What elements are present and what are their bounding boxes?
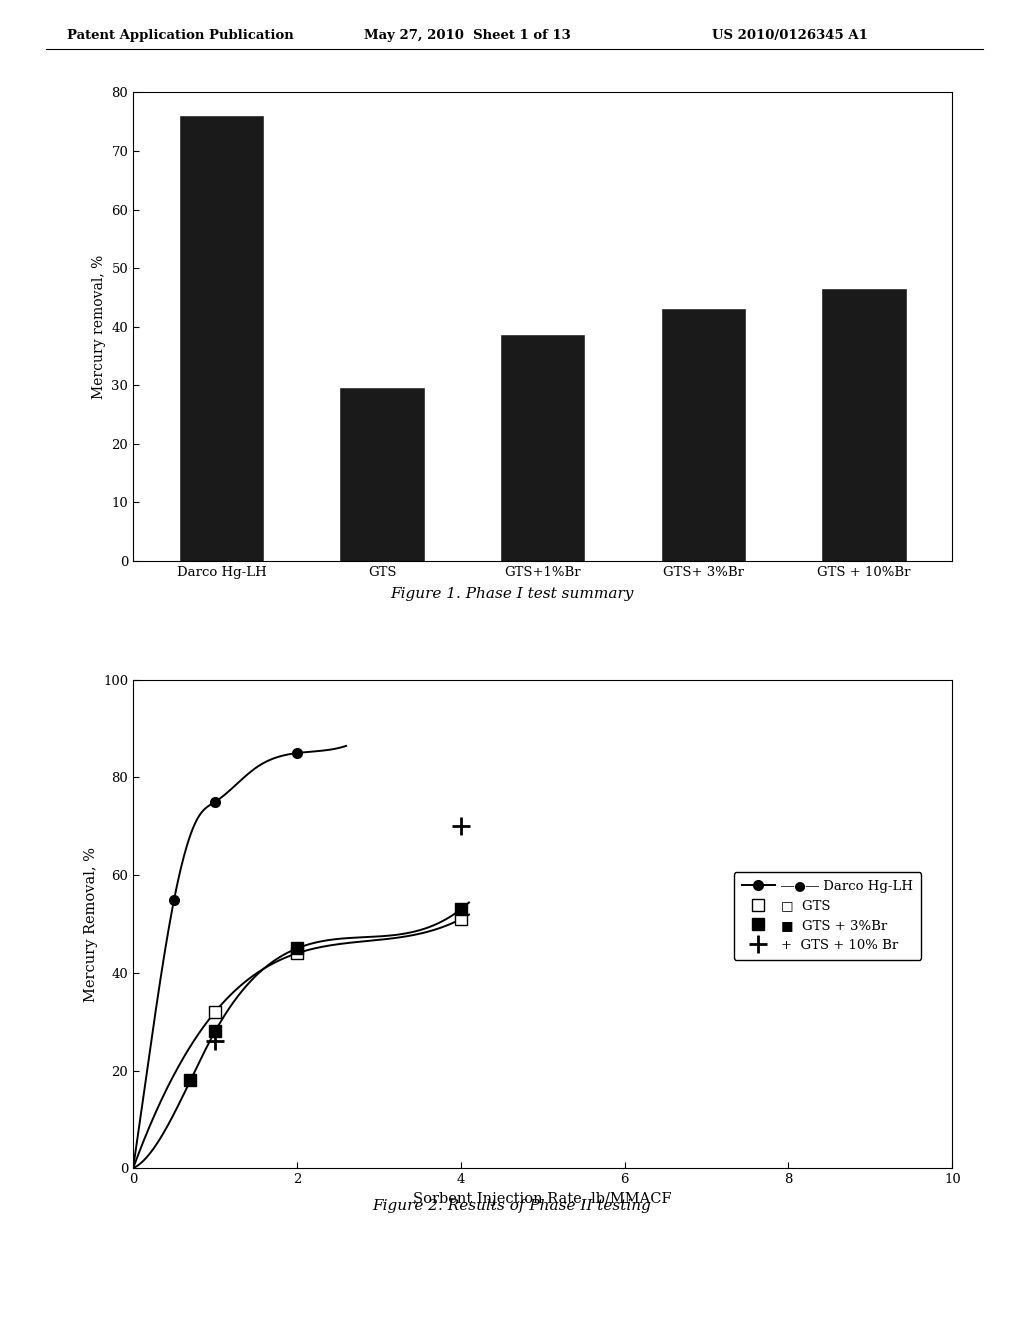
Text: May 27, 2010  Sheet 1 of 13: May 27, 2010 Sheet 1 of 13 bbox=[364, 29, 570, 42]
Text: Patent Application Publication: Patent Application Publication bbox=[67, 29, 293, 42]
X-axis label: Sorbent Injection Rate, lb/MMACF: Sorbent Injection Rate, lb/MMACF bbox=[414, 1192, 672, 1205]
Y-axis label: Mercury Removal, %: Mercury Removal, % bbox=[84, 846, 97, 1002]
Legend: ―●― Darco Hg-LH, □  GTS, ■  GTS + 3%Br, +  GTS + 10% Br: ―●― Darco Hg-LH, □ GTS, ■ GTS + 3%Br, + … bbox=[734, 873, 922, 960]
Text: US 2010/0126345 A1: US 2010/0126345 A1 bbox=[712, 29, 867, 42]
Bar bbox=[662, 309, 745, 561]
Bar bbox=[179, 116, 263, 561]
Text: Figure 2. Results of Phase II testing: Figure 2. Results of Phase II testing bbox=[373, 1199, 651, 1213]
Bar bbox=[340, 388, 424, 561]
Bar bbox=[501, 335, 585, 561]
Text: Figure 1. Phase I test summary: Figure 1. Phase I test summary bbox=[390, 587, 634, 602]
Bar bbox=[822, 289, 906, 561]
Y-axis label: Mercury removal, %: Mercury removal, % bbox=[92, 255, 105, 399]
